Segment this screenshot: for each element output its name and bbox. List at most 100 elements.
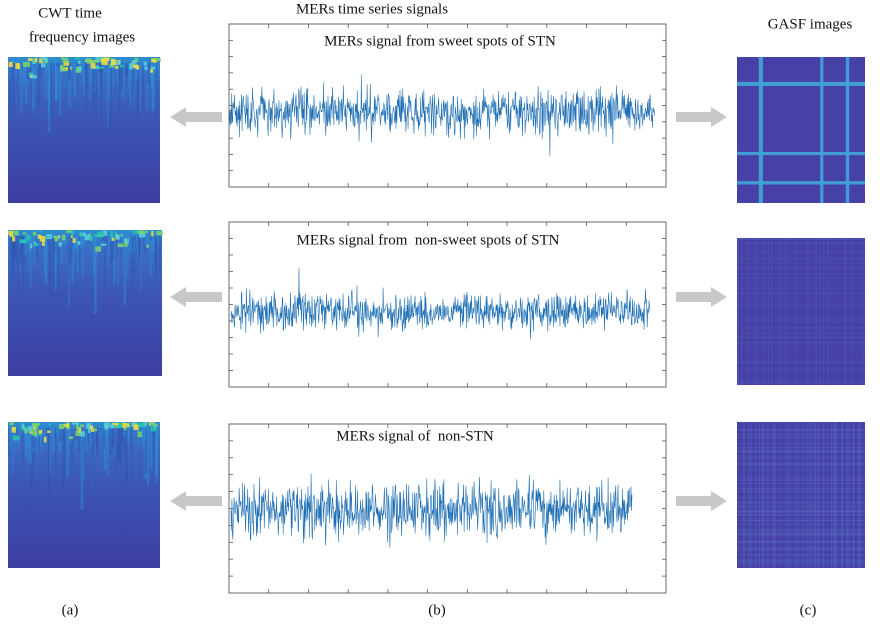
cwt-streak	[21, 428, 24, 464]
cwt-streak	[149, 236, 153, 241]
cwt-streak	[126, 236, 129, 278]
gasf-image	[737, 57, 865, 203]
cwt-hotspot	[78, 427, 82, 433]
gasf-band	[737, 509, 865, 511]
cwt-streak	[64, 428, 66, 448]
gasf-band	[737, 238, 739, 385]
cwt-streak	[141, 428, 144, 449]
cwt-streak	[112, 236, 115, 246]
gasf-band	[814, 422, 817, 568]
cwt-streak	[153, 428, 156, 472]
cwt-streak	[76, 236, 79, 273]
cwt-hotspot	[30, 243, 33, 249]
cwt-streak	[121, 63, 123, 90]
cwt-streak	[81, 236, 84, 278]
signal-trace	[230, 268, 651, 340]
gasf-band	[737, 510, 865, 513]
gasf-band	[778, 422, 780, 568]
cwt-image	[8, 422, 160, 568]
cwt-streak	[142, 428, 144, 437]
cwt-hotspot	[97, 231, 104, 238]
cwt-hotspot	[30, 74, 37, 79]
cwt-streak	[26, 63, 29, 83]
cwt-streak	[144, 428, 148, 480]
gasf-band	[859, 422, 861, 568]
gasf-band	[737, 336, 865, 338]
gasf-band	[737, 514, 865, 516]
cwt-streak	[133, 236, 135, 252]
cwt-hotspot	[78, 60, 81, 65]
gasf-band	[737, 342, 865, 343]
cwt-streak	[29, 236, 33, 245]
gasf-band	[811, 422, 813, 568]
cwt-hotspot	[146, 244, 149, 248]
cwt-streak	[112, 428, 115, 446]
gasf-band	[737, 331, 865, 334]
cwt-streak	[53, 63, 55, 110]
gasf-band	[772, 422, 774, 568]
gasf-band	[737, 477, 865, 479]
cwt-streak	[8, 428, 11, 450]
gasf-band	[737, 304, 865, 306]
gasf-band	[743, 422, 745, 568]
cwt-hotspot	[89, 235, 93, 241]
cwt-streak	[155, 428, 158, 483]
gasf-band	[822, 238, 824, 385]
cwt-hotspot	[60, 57, 64, 60]
signal-trace	[230, 473, 633, 548]
cwt-streak	[77, 63, 80, 69]
gasf-band	[737, 81, 865, 87]
cwt-hotspot	[134, 58, 139, 63]
cwt-streak	[107, 428, 109, 477]
cwt-hotspot	[122, 422, 126, 428]
cwt-streak	[12, 236, 16, 257]
cwt-streak	[71, 236, 73, 284]
cwt-hotspot	[46, 234, 53, 240]
cwt-streak	[16, 63, 18, 88]
cwt-streak	[112, 236, 114, 260]
cwt-hotspot	[59, 66, 63, 72]
cwt-streak	[151, 63, 154, 89]
cwt-hotspot	[48, 423, 51, 426]
gasf-band	[787, 422, 789, 568]
gasf-band	[737, 259, 865, 261]
cwt-hotspot	[32, 231, 37, 236]
cwt-hotspot	[17, 63, 20, 70]
cwt-streak	[148, 63, 151, 71]
cwt-hotspot	[27, 427, 33, 433]
cwt-streak	[12, 236, 16, 260]
cwt-streak	[77, 236, 81, 267]
cwt-hotspot	[120, 65, 125, 68]
cwt-streak	[123, 236, 127, 306]
cwt-streak	[130, 428, 132, 454]
cwt-streak	[39, 428, 41, 449]
cwt-streak	[135, 63, 138, 79]
cwt-streak	[105, 236, 108, 250]
cwt-streak	[120, 63, 123, 91]
gasf-band	[737, 457, 865, 459]
cwt-streak	[132, 236, 136, 253]
cwt-streak	[94, 236, 96, 270]
cwt-streak	[59, 428, 62, 442]
gasf-band	[737, 267, 865, 270]
cwt-streak	[80, 236, 83, 249]
cwt-hotspot	[138, 422, 145, 428]
cwt-hotspot	[76, 425, 80, 431]
cwt-streak	[22, 63, 25, 86]
cwt-streak	[13, 236, 16, 284]
gasf-band	[807, 238, 809, 385]
cwt-streak	[152, 428, 154, 436]
cwt-streak	[37, 428, 39, 442]
cwt-streak	[34, 63, 36, 76]
cwt-hotspot	[72, 238, 76, 243]
cwt-streak	[152, 63, 156, 68]
cwt-hotspot	[154, 58, 161, 62]
cwt-streak	[63, 63, 67, 84]
cwt-hotspot	[86, 58, 92, 64]
cwt-streak	[109, 236, 112, 265]
cwt-streak	[14, 63, 16, 81]
gasf-band	[737, 361, 865, 362]
cwt-streak	[69, 428, 72, 444]
cwt-streak	[144, 236, 147, 247]
